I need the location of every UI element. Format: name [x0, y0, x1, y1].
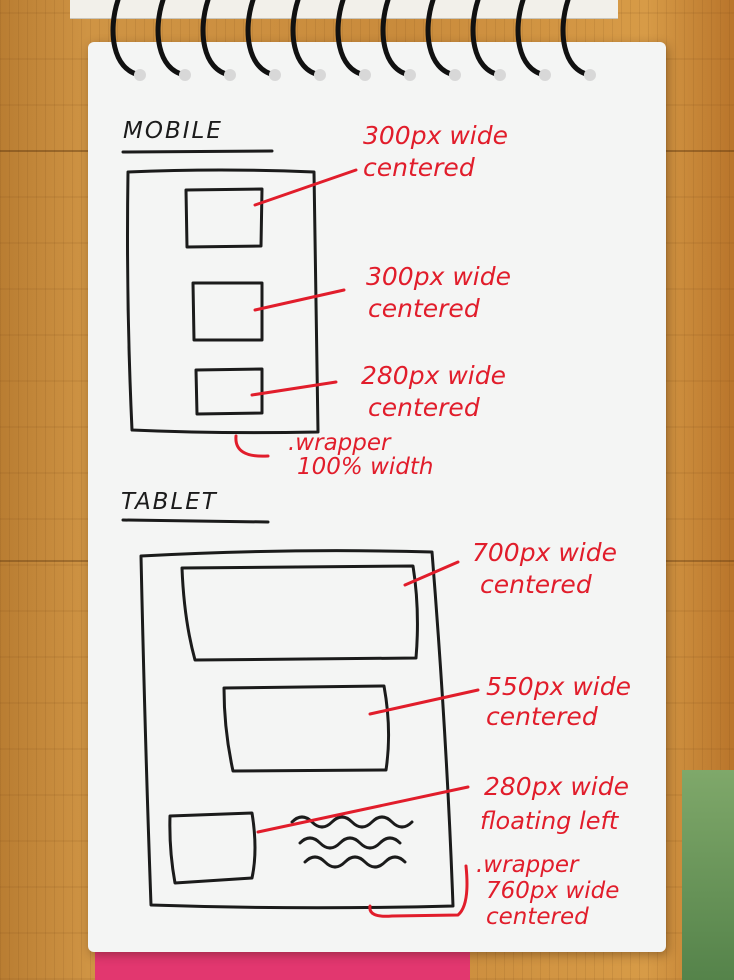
mobile-pointer-2: [253, 288, 346, 312]
wrapper-class: .wrapper: [476, 852, 579, 878]
notebook-pink-edge: [95, 950, 470, 980]
wrapper-width: 100% width: [297, 454, 434, 480]
note-position: floating left: [480, 807, 619, 835]
wrapper-position: centered: [486, 904, 589, 930]
spiral-ring: [110, 0, 143, 78]
mobile-block-2: [191, 281, 264, 342]
spiral-ring: [200, 0, 233, 78]
mobile-block-3: [194, 367, 264, 416]
mobile-heading: MOBILE: [123, 118, 223, 144]
note-position: centered: [368, 393, 480, 422]
spiral-binding: [110, 0, 593, 78]
mobile-pointer-1: [253, 168, 358, 207]
wrapper-class: .wrapper: [288, 430, 391, 456]
note-size: 300px wide: [366, 262, 511, 291]
tablet-block-1: [180, 564, 419, 662]
wrapper-width: 760px wide: [486, 878, 620, 904]
tablet-heading-underline: [121, 518, 270, 524]
note-position: centered: [363, 153, 475, 182]
binding-holes: [134, 69, 596, 81]
spiral-ring: [560, 0, 593, 78]
text-scribble: [303, 855, 407, 869]
spiral-ring: [245, 0, 278, 78]
tablet-block-3: [168, 811, 257, 885]
note-position: centered: [480, 570, 592, 599]
mobile-wrapper-box: [126, 168, 320, 435]
mobile-pointer-3: [250, 380, 338, 397]
tablet-block-2: [222, 684, 391, 773]
note-size: 550px wide: [486, 672, 631, 701]
spiral-ring: [470, 0, 503, 78]
notebook-page: [88, 42, 666, 952]
text-scribble: [298, 836, 402, 850]
spiral-ring: [380, 0, 413, 78]
tablet-pointer-3: [256, 785, 470, 834]
tablet-heading: TABLET: [121, 489, 218, 515]
spiral-ring: [335, 0, 368, 78]
note-size: 280px wide: [361, 361, 506, 390]
mobile-heading-underline: [121, 149, 274, 154]
note-size: 280px wide: [484, 772, 629, 801]
green-cloth: [682, 770, 734, 980]
tablet-pointer-1: [403, 560, 460, 587]
tablet-wrapper-bracket: [368, 864, 469, 918]
tablet-pointer-2: [368, 688, 480, 716]
note-size: 300px wide: [363, 121, 508, 150]
spiral-ring: [515, 0, 548, 78]
spiral-ring: [290, 0, 323, 78]
note-position: centered: [486, 702, 598, 731]
mobile-block-1: [184, 187, 264, 249]
note-size: 700px wide: [472, 538, 617, 567]
spiral-ring: [155, 0, 188, 78]
note-position: centered: [368, 294, 480, 323]
text-scribble: [290, 815, 414, 829]
mobile-wrapper-bracket: [234, 434, 270, 458]
spiral-ring: [425, 0, 458, 78]
tablet-wrapper-box: [139, 549, 455, 910]
